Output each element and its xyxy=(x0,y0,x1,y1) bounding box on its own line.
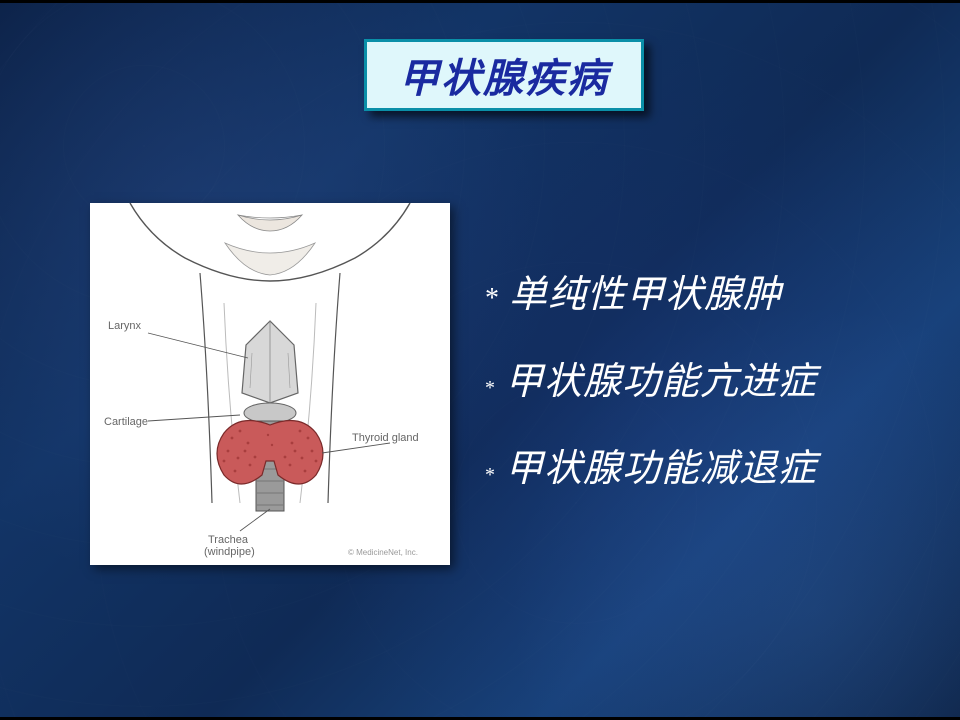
label-trachea: Trachea xyxy=(208,534,249,546)
bullet-item: * 单纯性甲状腺肿 xyxy=(485,263,817,318)
bullet-list: * 单纯性甲状腺肿 * 甲状腺功能亢进症 * 甲状腺功能减退症 xyxy=(485,263,817,524)
diagram-copyright: © MedicineNet, Inc. xyxy=(348,548,418,557)
bullet-marker: * xyxy=(485,283,499,315)
bullet-item: * 甲状腺功能减退症 xyxy=(485,437,817,492)
bullet-text: 甲状腺功能减退症 xyxy=(505,437,817,492)
bullet-text: 单纯性甲状腺肿 xyxy=(509,263,782,318)
thyroid-diagram: Larynx Cartilage Thyroid gland Trachea (… xyxy=(90,203,450,565)
label-trachea-sub: (windpipe) xyxy=(204,546,255,558)
bullet-item: * 甲状腺功能亢进症 xyxy=(485,350,817,405)
label-larynx: Larynx xyxy=(108,320,142,332)
bullet-text: 甲状腺功能亢进症 xyxy=(505,350,817,405)
label-thyroid: Thyroid gland xyxy=(352,432,419,444)
bullet-marker: * xyxy=(485,464,495,487)
label-cartilage: Cartilage xyxy=(104,416,148,428)
bullet-marker: * xyxy=(485,377,495,400)
slide-title: 甲状腺疾病 xyxy=(399,46,609,104)
title-box: 甲状腺疾病 xyxy=(364,39,644,111)
anatomy-svg: Larynx Cartilage Thyroid gland Trachea (… xyxy=(90,203,450,565)
slide: 甲状腺疾病 xyxy=(0,0,960,720)
